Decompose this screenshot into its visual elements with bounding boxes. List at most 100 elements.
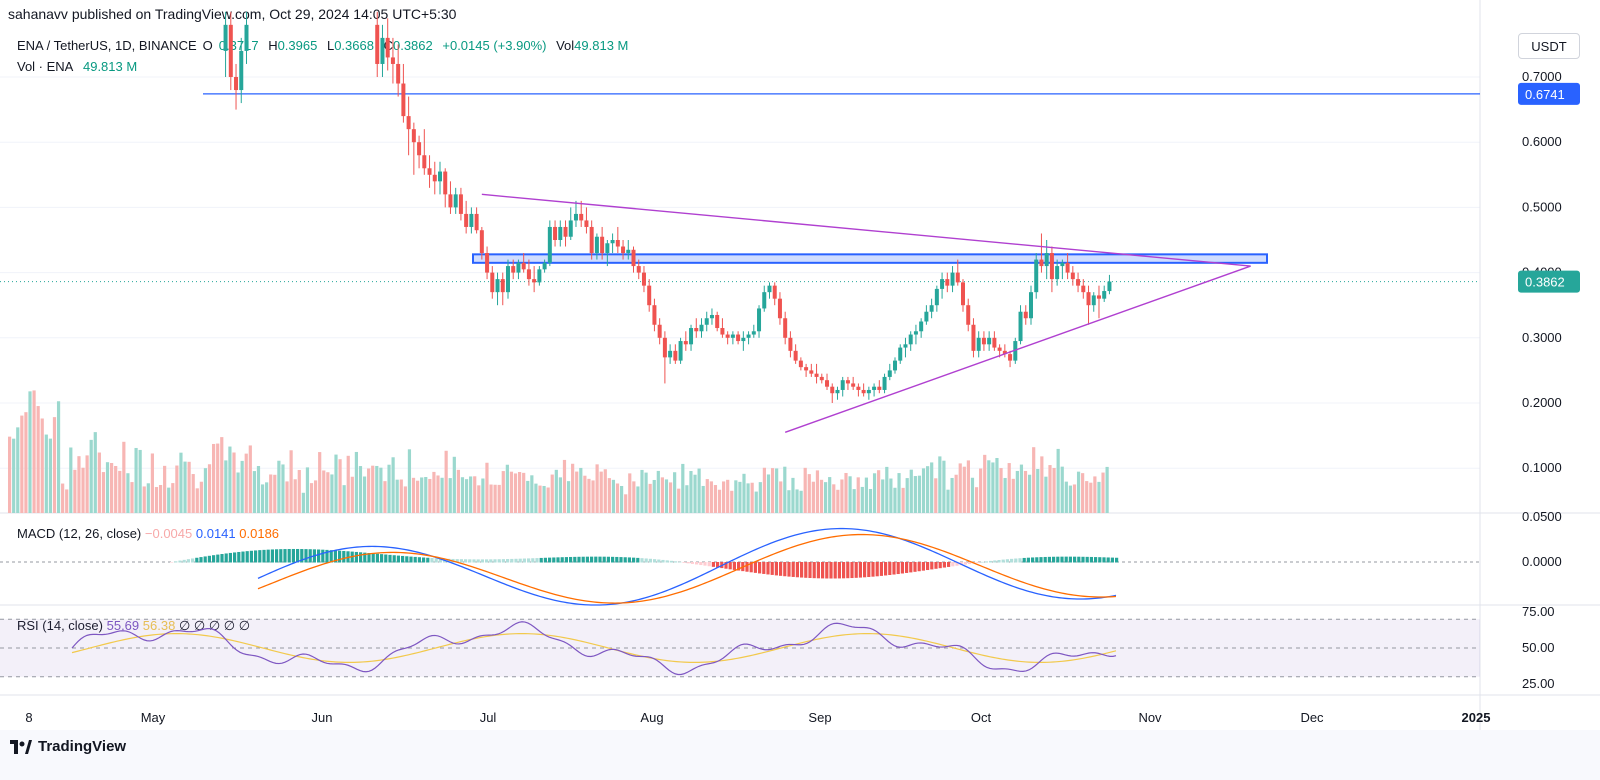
time-tick-label: 8 (25, 710, 32, 725)
macd-hist-bar (850, 562, 854, 579)
candle-body (662, 337, 667, 358)
macd-hist-bar (707, 562, 711, 567)
volume-bar (265, 482, 269, 513)
price-axis[interactable]: 0.70000.60000.50000.40000.30000.20000.10… (1522, 69, 1562, 691)
volume-bar (550, 474, 554, 513)
macd-hist-bar (611, 556, 615, 563)
volume-bar (285, 481, 289, 513)
volume-bar (685, 485, 689, 513)
volume-bar (40, 418, 44, 513)
candle-body (1070, 272, 1075, 280)
candle-body (380, 37, 385, 64)
macd-hist-bar (195, 557, 199, 563)
candle-body (835, 389, 840, 394)
macd-hist-bar (770, 562, 774, 575)
macd-hist-bar (602, 556, 606, 563)
macd-hist-bar (1073, 556, 1077, 563)
volume-bar (509, 471, 514, 513)
volume-bar (938, 456, 942, 513)
macd-hist-bar (1081, 556, 1085, 563)
volume-bar (195, 488, 199, 513)
volume-bar (85, 455, 89, 513)
open-value: 0.3717 (218, 38, 259, 53)
macd-hist-bar (476, 559, 480, 563)
volume-bar (1052, 467, 1056, 513)
macd-hist-bar (892, 562, 896, 575)
candle-body (1060, 262, 1065, 267)
volume-bar (1003, 477, 1007, 513)
macd-hist-bar (287, 549, 291, 563)
macd-hist-bar (556, 557, 560, 563)
volume-bar (260, 484, 265, 513)
macd-hist-bar (438, 558, 442, 563)
volume-bar (554, 469, 558, 513)
price-tick-label: 0.7000 (1522, 69, 1562, 84)
macd-hist-bar (703, 562, 707, 566)
volume-bar (636, 486, 640, 513)
volume-bar (807, 474, 811, 513)
volume-bar (350, 476, 354, 513)
symbol-title[interactable]: ENA / TetherUS, 1D, BINANCE (17, 38, 197, 53)
macd-hist-bar (384, 554, 388, 563)
volume-bar (448, 478, 452, 513)
candle-body (851, 383, 856, 387)
trendlines[interactable] (481, 193, 1251, 433)
macd-hist-bar (791, 562, 795, 577)
macd-hist-bar (468, 559, 472, 563)
volume-bar (607, 478, 611, 513)
volume-bar (456, 469, 460, 513)
candle-body (657, 324, 662, 338)
level-badge-label: 0.6741 (1525, 87, 1565, 102)
macd-hist-bar (976, 562, 980, 563)
candle-body (547, 226, 552, 263)
last-price-badge-label: 0.3862 (1525, 275, 1565, 290)
volume-bar (579, 467, 583, 513)
candle-body (777, 298, 782, 319)
volume-line-label[interactable]: Vol · ENA (17, 59, 74, 74)
volume-bar (32, 390, 36, 513)
price-chart[interactable]: 0.70000.60000.50000.40000.30000.20000.10… (0, 0, 1600, 730)
volume-bar (856, 477, 860, 513)
candle-body (908, 334, 913, 345)
macd-hist-bar (833, 562, 837, 579)
currency-button[interactable]: USDT (1518, 33, 1580, 59)
candle-body (573, 213, 578, 221)
candle-body (453, 194, 458, 208)
resistance-zone[interactable] (472, 253, 1268, 264)
candle-body (966, 305, 971, 325)
macd-hist-bar (695, 562, 699, 565)
volume-bar (538, 485, 542, 513)
candle-body (636, 266, 641, 273)
price-badges: 0.6741 0.3862 (1518, 82, 1580, 293)
rsi-title[interactable]: RSI (14, close) (17, 618, 103, 633)
volume-bar (338, 459, 342, 513)
candle-body (683, 341, 688, 345)
volume-bar (183, 461, 187, 513)
macd-hist-bar (434, 558, 438, 563)
candle-body (699, 324, 704, 332)
candle-body (856, 386, 861, 390)
volume-bar (138, 449, 142, 513)
macd-hist-bar (1031, 557, 1035, 563)
volume-bar (1101, 472, 1105, 513)
volume-bar (795, 489, 799, 513)
macd-hist-bar (464, 559, 468, 563)
macd-hist-bar (279, 549, 283, 563)
candle-body (1055, 266, 1060, 280)
volume-bar (428, 478, 432, 513)
horizontal-levels[interactable] (0, 93, 1480, 283)
volume-bar (681, 463, 685, 513)
volume-bar (407, 449, 412, 513)
tradingview-logo[interactable]: TradingView (10, 738, 126, 755)
candle-body (422, 155, 427, 169)
volume-bar (334, 454, 338, 513)
volume-bar (1068, 485, 1072, 513)
macd-title[interactable]: MACD (12, 26, close) (17, 526, 142, 541)
macd-hist-bar (417, 557, 421, 563)
time-axis[interactable]: 8 May Jun Jul Aug Sep Oct Nov Dec 2025 (25, 710, 1490, 725)
candle-body (709, 314, 714, 319)
volume-bar (787, 490, 791, 513)
macd-hist-bar (430, 558, 434, 563)
candle-body (830, 386, 835, 394)
volume-bar (624, 494, 628, 513)
